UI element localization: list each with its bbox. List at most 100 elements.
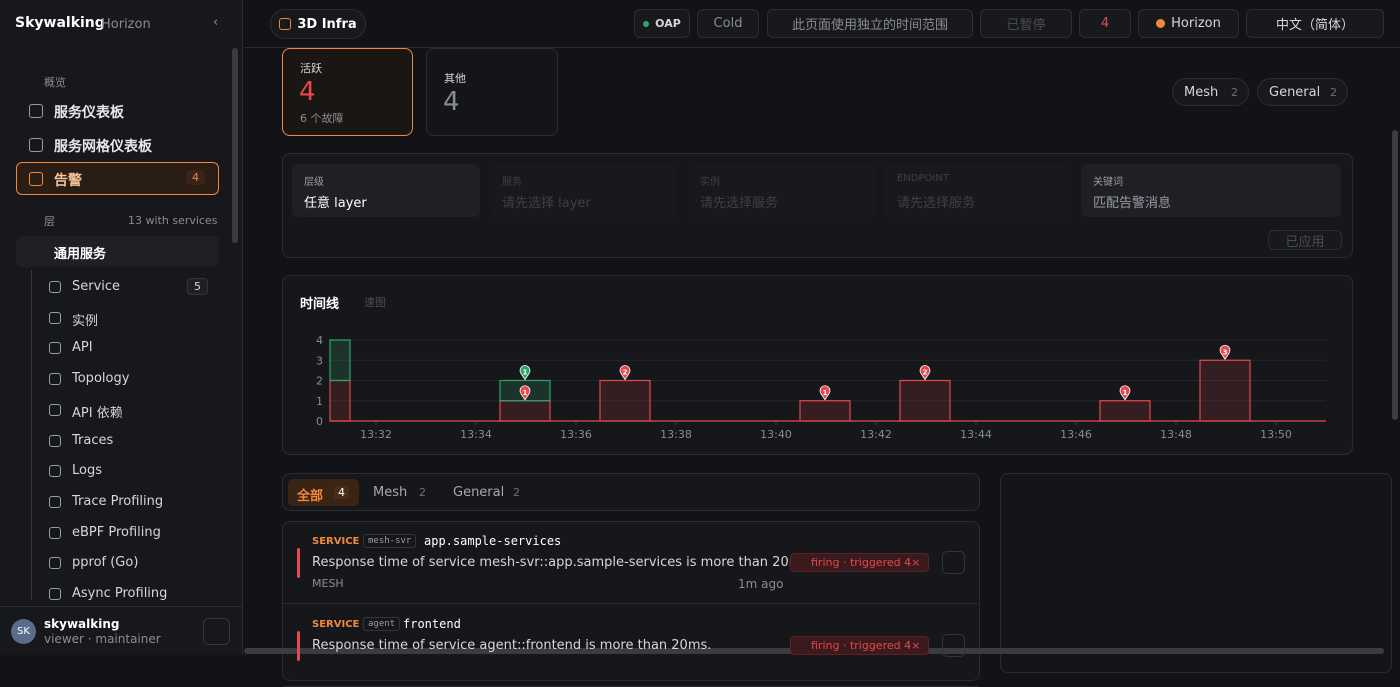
- field-label: 关键词: [1093, 177, 1123, 188]
- language: 中文（简体）: [1275, 18, 1354, 33]
- collapse-button[interactable]: ‹: [213, 15, 219, 30]
- filter-field[interactable]: 层级 任意 layer: [292, 164, 480, 217]
- nav-item[interactable]: eBPF Profiling: [72, 524, 161, 540]
- alert-tag: mesh-svr: [363, 534, 417, 548]
- alert-name: frontend: [403, 617, 461, 631]
- nav-item[interactable]: Logs: [72, 463, 102, 479]
- avatar: SK: [11, 619, 36, 644]
- oap-status[interactable]: OAP: [634, 9, 690, 38]
- workspace-button[interactable]: Horizon: [1138, 9, 1239, 38]
- field-label: 层级: [304, 177, 324, 188]
- nav-item[interactable]: 服务仪表板: [54, 105, 124, 121]
- alert-row[interactable]: SERVICE mesh-svr app.sample-services Respon…: [283, 522, 979, 604]
- firing-bar: [499, 400, 551, 422]
- group-label: 通用服务: [54, 247, 107, 262]
- alert-row[interactable]: SERVICE agent frontend Response time of ser…: [283, 605, 979, 687]
- card-value: 4: [299, 77, 316, 107]
- filter-field: ENDPOINT 请先选择服务: [885, 164, 1072, 217]
- tab-count: 2: [419, 486, 426, 499]
- item-icon: [49, 434, 61, 447]
- marker-label: 1: [823, 389, 828, 397]
- firing-bar: [1199, 359, 1251, 422]
- nav-icon: [29, 172, 43, 186]
- marker-label: 1: [523, 389, 528, 397]
- pill-label: Mesh: [1184, 85, 1219, 100]
- alert-scope: SERVICE: [312, 536, 360, 547]
- firing-bar: [899, 379, 951, 422]
- resolved-bar: [329, 339, 351, 382]
- alert-count: 4: [1100, 16, 1110, 31]
- field-value: 请先选择服务: [700, 196, 779, 211]
- user-role: viewer · maintainer: [44, 632, 161, 646]
- marker-label: 3: [1223, 348, 1228, 356]
- section-label: 概览: [44, 76, 66, 89]
- card-label: 活跃: [300, 62, 322, 75]
- tab[interactable]: Mesh 2: [364, 479, 436, 506]
- export-button[interactable]: [203, 618, 230, 645]
- topbar-border: [244, 47, 1400, 48]
- timeline-subtitle: 速图: [364, 296, 386, 309]
- filter-pill[interactable]: General 2: [1257, 78, 1348, 106]
- item-icon: [49, 557, 61, 570]
- tab-bar: [282, 473, 980, 511]
- nav-item[interactable]: Traces: [72, 432, 114, 448]
- tab-count: 2: [513, 486, 520, 499]
- other-card[interactable]: 其他 4: [426, 48, 558, 136]
- item-icon: [49, 373, 61, 386]
- project: 3D Infra: [297, 16, 357, 32]
- group[interactable]: 通用服务: [16, 236, 219, 267]
- alert-time: 1m ago: [738, 577, 784, 591]
- marker-pin: [519, 365, 531, 381]
- nav-icon: [29, 104, 43, 118]
- item-icon: [49, 281, 61, 293]
- expand-button[interactable]: [942, 551, 965, 574]
- alert-button[interactable]: 4: [1079, 9, 1131, 38]
- brand: Skywalking: [15, 15, 105, 31]
- nav-item[interactable]: pprof (Go): [72, 555, 139, 571]
- nav-item[interactable]: 告警: [54, 173, 82, 189]
- firing-bar: [799, 400, 851, 422]
- user-name: skywalking: [44, 617, 120, 631]
- language-button[interactable]: 中文（简体）: [1246, 9, 1384, 38]
- item-icon: [49, 465, 61, 478]
- nav-item[interactable]: Topology: [72, 371, 130, 387]
- tab[interactable]: 全部 4: [288, 479, 359, 506]
- x-tick-label: 13:34: [460, 428, 492, 441]
- scrollbar: [1392, 130, 1398, 420]
- time: 此页面使用独立的时间范围: [791, 18, 948, 33]
- nav-item[interactable]: Service: [72, 279, 121, 294]
- nav-item[interactable]: 服务网格仪表板: [54, 139, 152, 155]
- tab[interactable]: General 2: [444, 479, 530, 506]
- nav-item[interactable]: Trace Profiling: [72, 493, 164, 509]
- item-icon: [49, 526, 61, 539]
- filter-field[interactable]: 关键词 匹配告警消息: [1081, 164, 1341, 217]
- x-tick-label: 13:44: [960, 428, 992, 441]
- time-range[interactable]: 此页面使用独立的时间范围: [767, 9, 973, 38]
- field-label: 实例: [700, 177, 720, 188]
- marker-label: 2: [923, 369, 928, 377]
- project-button[interactable]: 3D Infra: [270, 9, 366, 39]
- nav-icon: [29, 138, 43, 152]
- expand-button[interactable]: [942, 634, 965, 657]
- tab-count: 4: [334, 486, 349, 499]
- item-icon: [49, 311, 61, 324]
- nav-item[interactable]: 实例: [72, 313, 99, 329]
- apply-button[interactable]: 已应用: [1268, 230, 1342, 250]
- alert-tag: agent: [363, 617, 401, 631]
- nav-item[interactable]: API 依赖: [72, 405, 123, 421]
- x-tick-label: 13:42: [860, 428, 892, 441]
- filter-pill[interactable]: Mesh 2: [1172, 78, 1249, 106]
- nav-item[interactable]: Async Profiling: [72, 586, 168, 601]
- nav-item[interactable]: API: [72, 340, 93, 356]
- product: Horizon: [101, 17, 151, 32]
- active-card[interactable]: 活跃 4 6 个故障: [282, 48, 413, 136]
- alert-status: firing · triggered 4×: [790, 636, 930, 655]
- pill-count: 2: [1231, 86, 1238, 99]
- sidebar: Skywalking Horizon ‹ 概览 层 13 with servic…: [0, 0, 243, 655]
- pause-button[interactable]: 已暂停: [980, 9, 1072, 38]
- paused: 已暂停: [1006, 18, 1046, 33]
- filter-field: 实例 请先选择服务: [688, 164, 875, 217]
- cold-toggle[interactable]: Cold: [697, 9, 759, 38]
- scrollbar: [232, 48, 238, 243]
- severity-bar: [297, 548, 300, 578]
